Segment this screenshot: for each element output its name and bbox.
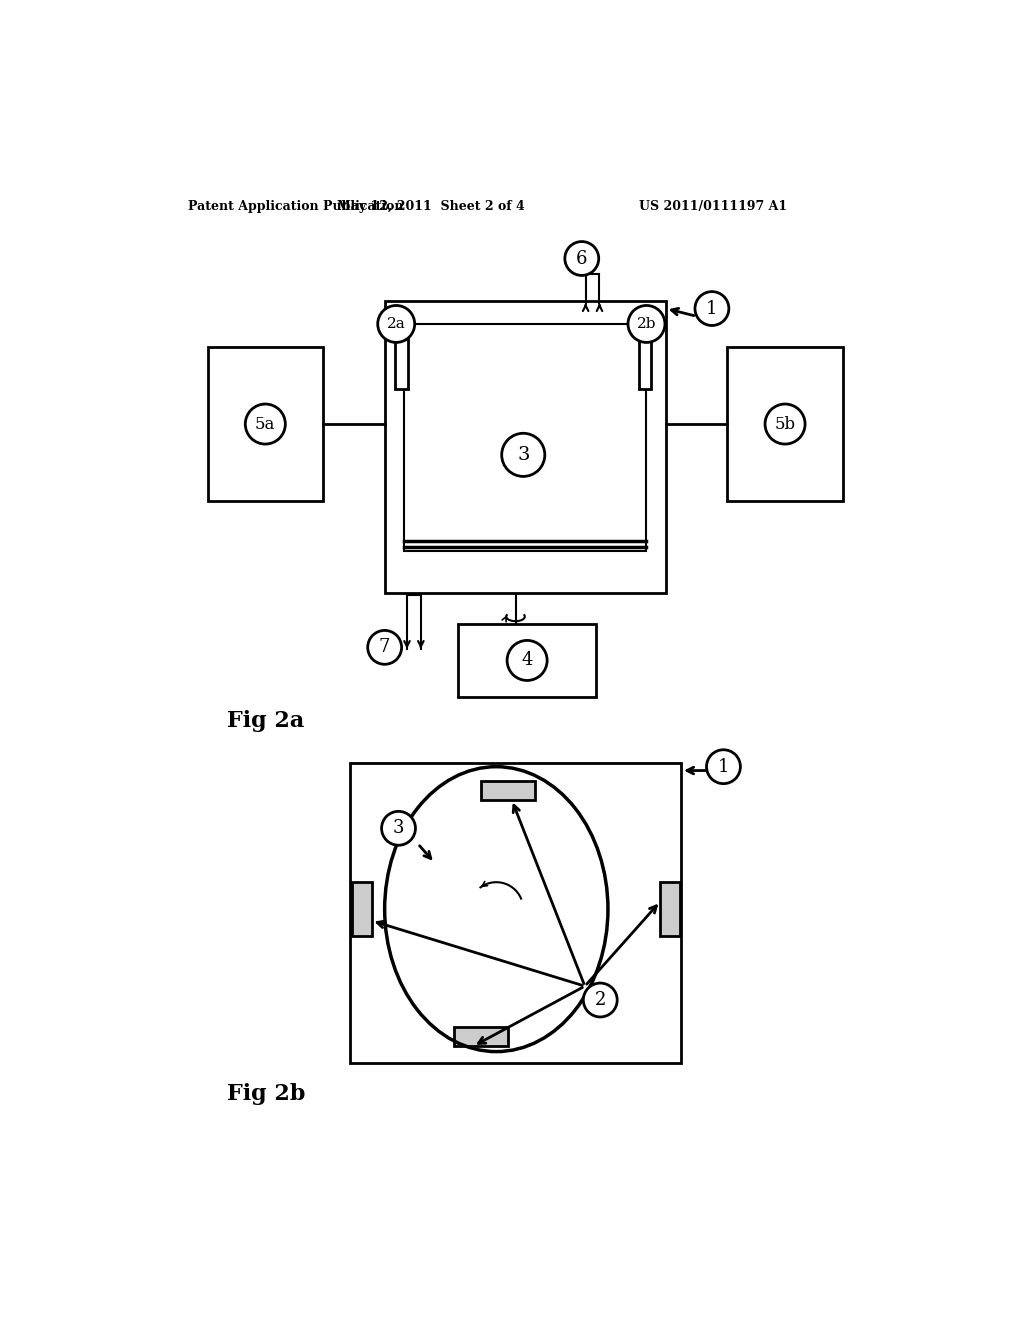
Polygon shape [660, 882, 680, 936]
Polygon shape [458, 624, 596, 697]
Circle shape [378, 305, 415, 342]
Polygon shape [385, 301, 666, 594]
Text: Fig 2a: Fig 2a [226, 710, 304, 731]
Circle shape [507, 640, 547, 681]
Circle shape [246, 404, 286, 444]
Polygon shape [350, 763, 681, 1063]
Text: 5a: 5a [255, 416, 275, 433]
Text: Patent Application Publication: Patent Application Publication [188, 201, 403, 214]
Polygon shape [454, 1027, 508, 1047]
Text: US 2011/0111197 A1: US 2011/0111197 A1 [639, 201, 786, 214]
Circle shape [695, 292, 729, 326]
Text: 3: 3 [517, 446, 529, 463]
Circle shape [502, 433, 545, 477]
Text: 7: 7 [379, 639, 390, 656]
Circle shape [584, 983, 617, 1016]
Text: 1: 1 [718, 758, 729, 776]
Polygon shape [403, 323, 646, 552]
Circle shape [628, 305, 665, 342]
Circle shape [765, 404, 805, 444]
Text: 2a: 2a [387, 317, 406, 331]
Text: 6: 6 [577, 249, 588, 268]
Polygon shape [727, 347, 843, 502]
Text: May 12, 2011  Sheet 2 of 4: May 12, 2011 Sheet 2 of 4 [337, 201, 524, 214]
Text: 2b: 2b [637, 317, 656, 331]
Circle shape [382, 812, 416, 845]
Circle shape [368, 631, 401, 664]
Circle shape [565, 242, 599, 276]
Polygon shape [639, 339, 651, 389]
Polygon shape [208, 347, 323, 502]
Text: Fig 2b: Fig 2b [226, 1082, 305, 1105]
Circle shape [707, 750, 740, 784]
Polygon shape [352, 882, 372, 936]
Text: 1: 1 [707, 300, 718, 318]
Text: 2: 2 [595, 991, 606, 1008]
Text: 5b: 5b [774, 416, 796, 433]
Polygon shape [481, 780, 535, 800]
Text: 3: 3 [393, 820, 404, 837]
Polygon shape [395, 339, 408, 389]
Text: 4: 4 [521, 652, 532, 669]
